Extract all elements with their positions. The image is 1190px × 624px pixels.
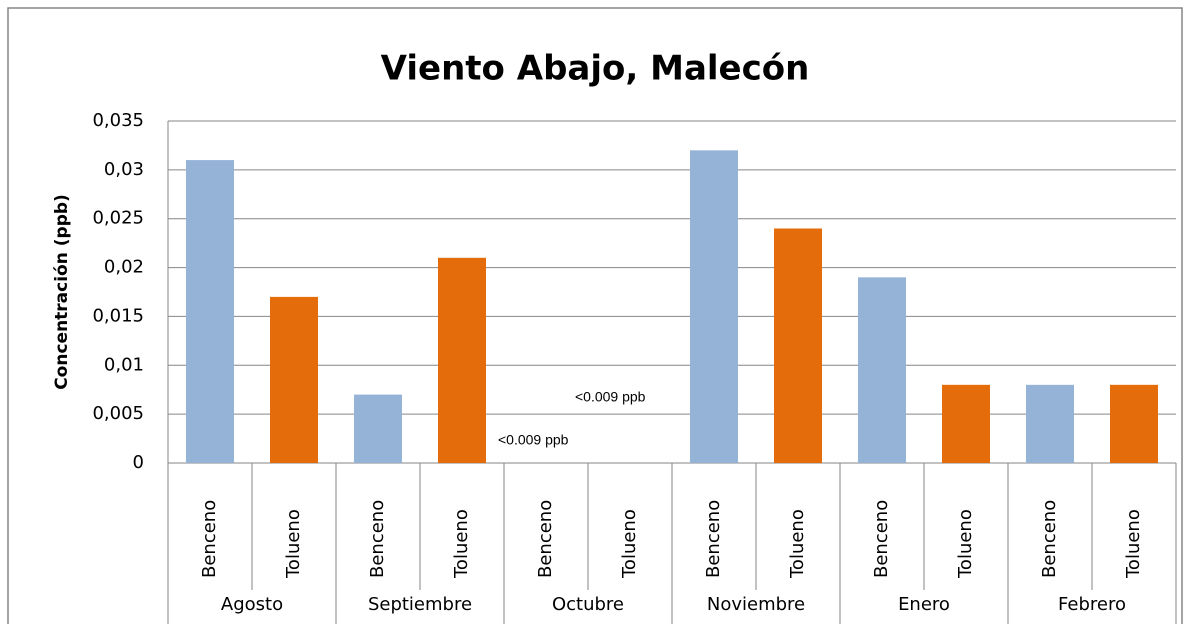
x-tick-label: Benceno xyxy=(199,500,220,578)
bar xyxy=(858,277,906,463)
x-tick-label: Tolueno xyxy=(1123,509,1144,579)
bar xyxy=(270,296,318,463)
bar xyxy=(1110,384,1158,463)
bar xyxy=(942,384,990,463)
bar xyxy=(1026,384,1074,463)
y-tick-label: 0,01 xyxy=(104,354,144,375)
group-label: Septiembre xyxy=(368,594,472,615)
x-tick-label: Tolueno xyxy=(787,509,808,579)
x-tick-label: Benceno xyxy=(1039,500,1060,578)
x-tick-label: Tolueno xyxy=(451,509,472,579)
x-tick-label: Benceno xyxy=(535,500,556,578)
y-tick-label: 0,015 xyxy=(92,305,144,326)
x-tick-label: Benceno xyxy=(871,500,892,578)
annotation: <0.009 ppb xyxy=(575,389,646,405)
y-tick-label: 0,03 xyxy=(104,159,144,180)
bar xyxy=(774,228,822,463)
x-tick-label: Benceno xyxy=(367,500,388,578)
group-label: Octubre xyxy=(552,594,624,615)
bar xyxy=(690,150,738,464)
y-tick-label: 0,02 xyxy=(104,257,144,278)
x-tick-label: Tolueno xyxy=(955,509,976,579)
group-label: Enero xyxy=(898,594,950,615)
y-tick-label: 0,025 xyxy=(92,208,144,229)
y-tick-label: 0,005 xyxy=(92,403,144,424)
y-axis-label: Concentración (ppb) xyxy=(52,194,72,390)
annotation: <0.009 ppb xyxy=(498,432,569,448)
group-label: Agosto xyxy=(221,594,283,615)
group-label: Noviembre xyxy=(707,594,805,615)
x-tick-label: Benceno xyxy=(703,500,724,578)
y-tick-label: 0 xyxy=(133,452,144,473)
group-label: Febrero xyxy=(1058,594,1126,615)
bar xyxy=(354,394,402,463)
y-tick-label: 0,035 xyxy=(92,110,144,131)
bar xyxy=(186,160,234,464)
bar xyxy=(438,257,486,463)
chart-title: Viento Abajo, Malecón xyxy=(381,49,810,89)
x-tick-label: Tolueno xyxy=(619,509,640,579)
x-tick-label: Tolueno xyxy=(283,509,304,579)
